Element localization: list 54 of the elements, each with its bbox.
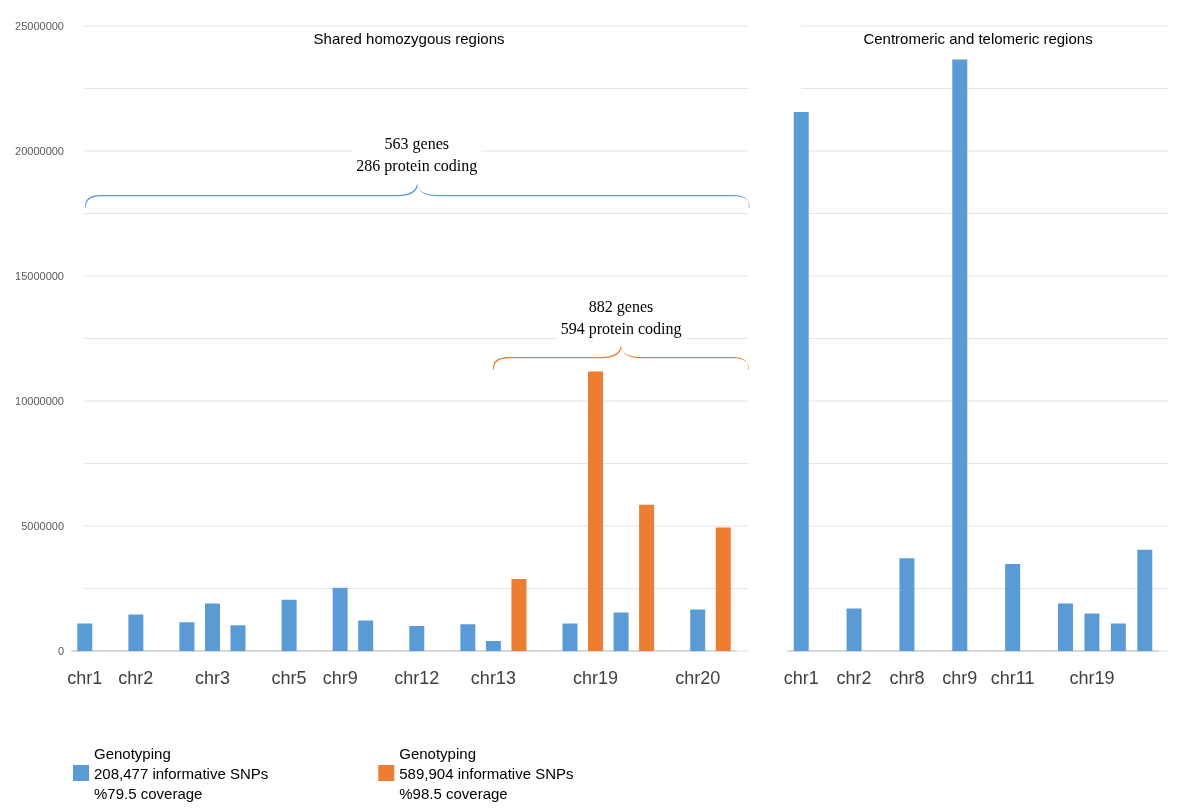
- bar: [204, 603, 220, 651]
- legend-label: Genotyping 589,904 informative SNPs %98.5 coverage: [399, 744, 574, 802]
- x-tick-label: chr19: [1069, 668, 1115, 688]
- bar: [639, 504, 655, 651]
- x-tick-label: chr9: [322, 668, 358, 688]
- chart-title: Centromeric and telomeric regions: [863, 30, 1093, 47]
- x-tick-label: chr13: [470, 668, 516, 688]
- y-tick-label: 5000000: [21, 520, 64, 532]
- bar: [1084, 613, 1100, 651]
- x-tick-label: chr12: [394, 668, 440, 688]
- legend-label: Genotyping 208,477 informative SNPs %79.5 coverage: [94, 744, 269, 802]
- bar: [588, 371, 604, 651]
- x-tick-label: chr1: [783, 668, 819, 688]
- bar: [77, 623, 93, 651]
- bar: [281, 599, 297, 651]
- x-tick-label: chr5: [271, 668, 307, 688]
- bar: [562, 623, 578, 651]
- bar: [1110, 623, 1126, 651]
- bar: [715, 527, 731, 651]
- x-tick-label: chr11: [990, 668, 1035, 688]
- x-tick-label: chr1: [67, 668, 103, 688]
- bar: [1058, 603, 1073, 651]
- x-tick-label: chr19: [573, 668, 619, 688]
- bar: [511, 579, 527, 651]
- y-tick-label: 0: [57, 645, 64, 657]
- y-tick-label: 15000000: [15, 270, 64, 282]
- bar: [846, 608, 862, 651]
- bar: [358, 620, 374, 651]
- bar: [690, 609, 706, 651]
- bar: [230, 625, 246, 651]
- x-tick-label: chr8: [889, 668, 925, 688]
- bar: [613, 612, 629, 651]
- bar: [179, 622, 195, 651]
- y-tick-label: 25000000: [15, 20, 64, 32]
- annotation: 563 genes 286 protein coding: [356, 135, 478, 176]
- bar: [332, 587, 348, 651]
- bar: [899, 558, 915, 651]
- bar: [1005, 564, 1021, 651]
- x-tick-label: chr9: [942, 668, 978, 688]
- bar: [128, 614, 144, 651]
- annotation: 882 genes 594 protein coding: [560, 297, 682, 338]
- y-tick-label: 10000000: [15, 395, 64, 407]
- x-tick-label: chr3: [194, 668, 230, 688]
- x-tick-label: chr2: [118, 668, 154, 688]
- bar: [485, 641, 501, 651]
- bar: [952, 59, 968, 651]
- bar: [409, 626, 425, 651]
- x-tick-label: chr20: [675, 668, 721, 688]
- chart-title: Shared homozygous regions: [313, 30, 505, 47]
- x-tick-label: chr2: [836, 668, 872, 688]
- bar: [1137, 549, 1153, 651]
- bar: [460, 624, 476, 651]
- bar: [793, 112, 809, 651]
- y-tick-label: 20000000: [15, 145, 64, 157]
